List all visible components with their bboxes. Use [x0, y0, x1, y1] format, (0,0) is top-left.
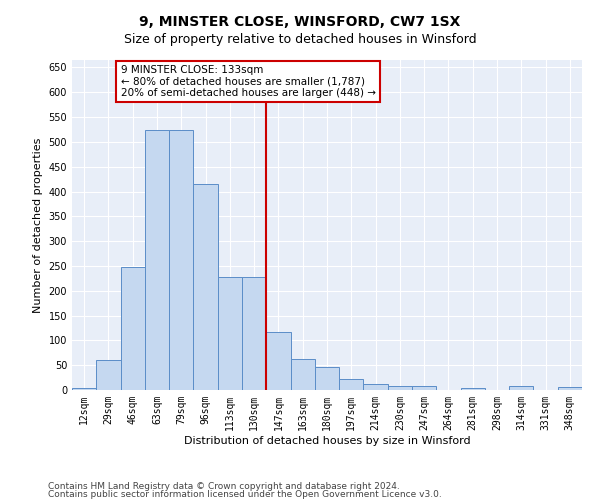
Text: 9 MINSTER CLOSE: 133sqm
← 80% of detached houses are smaller (1,787)
20% of semi: 9 MINSTER CLOSE: 133sqm ← 80% of detache…: [121, 65, 376, 98]
Bar: [509, 386, 533, 390]
Bar: [315, 366, 339, 390]
Bar: [461, 388, 485, 390]
Bar: [364, 384, 388, 390]
Bar: [388, 386, 412, 390]
Text: 9, MINSTER CLOSE, WINSFORD, CW7 1SX: 9, MINSTER CLOSE, WINSFORD, CW7 1SX: [139, 15, 461, 29]
Bar: [72, 388, 96, 390]
Bar: [145, 130, 169, 390]
Text: Size of property relative to detached houses in Winsford: Size of property relative to detached ho…: [124, 32, 476, 46]
Bar: [193, 184, 218, 390]
Bar: [121, 267, 145, 390]
Bar: [558, 386, 582, 390]
Bar: [290, 358, 315, 390]
Bar: [266, 332, 290, 390]
Bar: [339, 379, 364, 390]
Text: Contains HM Land Registry data © Crown copyright and database right 2024.: Contains HM Land Registry data © Crown c…: [48, 482, 400, 491]
Bar: [169, 130, 193, 390]
Bar: [412, 386, 436, 390]
Bar: [242, 277, 266, 390]
Bar: [96, 360, 121, 390]
Text: Contains public sector information licensed under the Open Government Licence v3: Contains public sector information licen…: [48, 490, 442, 499]
X-axis label: Distribution of detached houses by size in Winsford: Distribution of detached houses by size …: [184, 436, 470, 446]
Bar: [218, 277, 242, 390]
Y-axis label: Number of detached properties: Number of detached properties: [33, 138, 43, 312]
